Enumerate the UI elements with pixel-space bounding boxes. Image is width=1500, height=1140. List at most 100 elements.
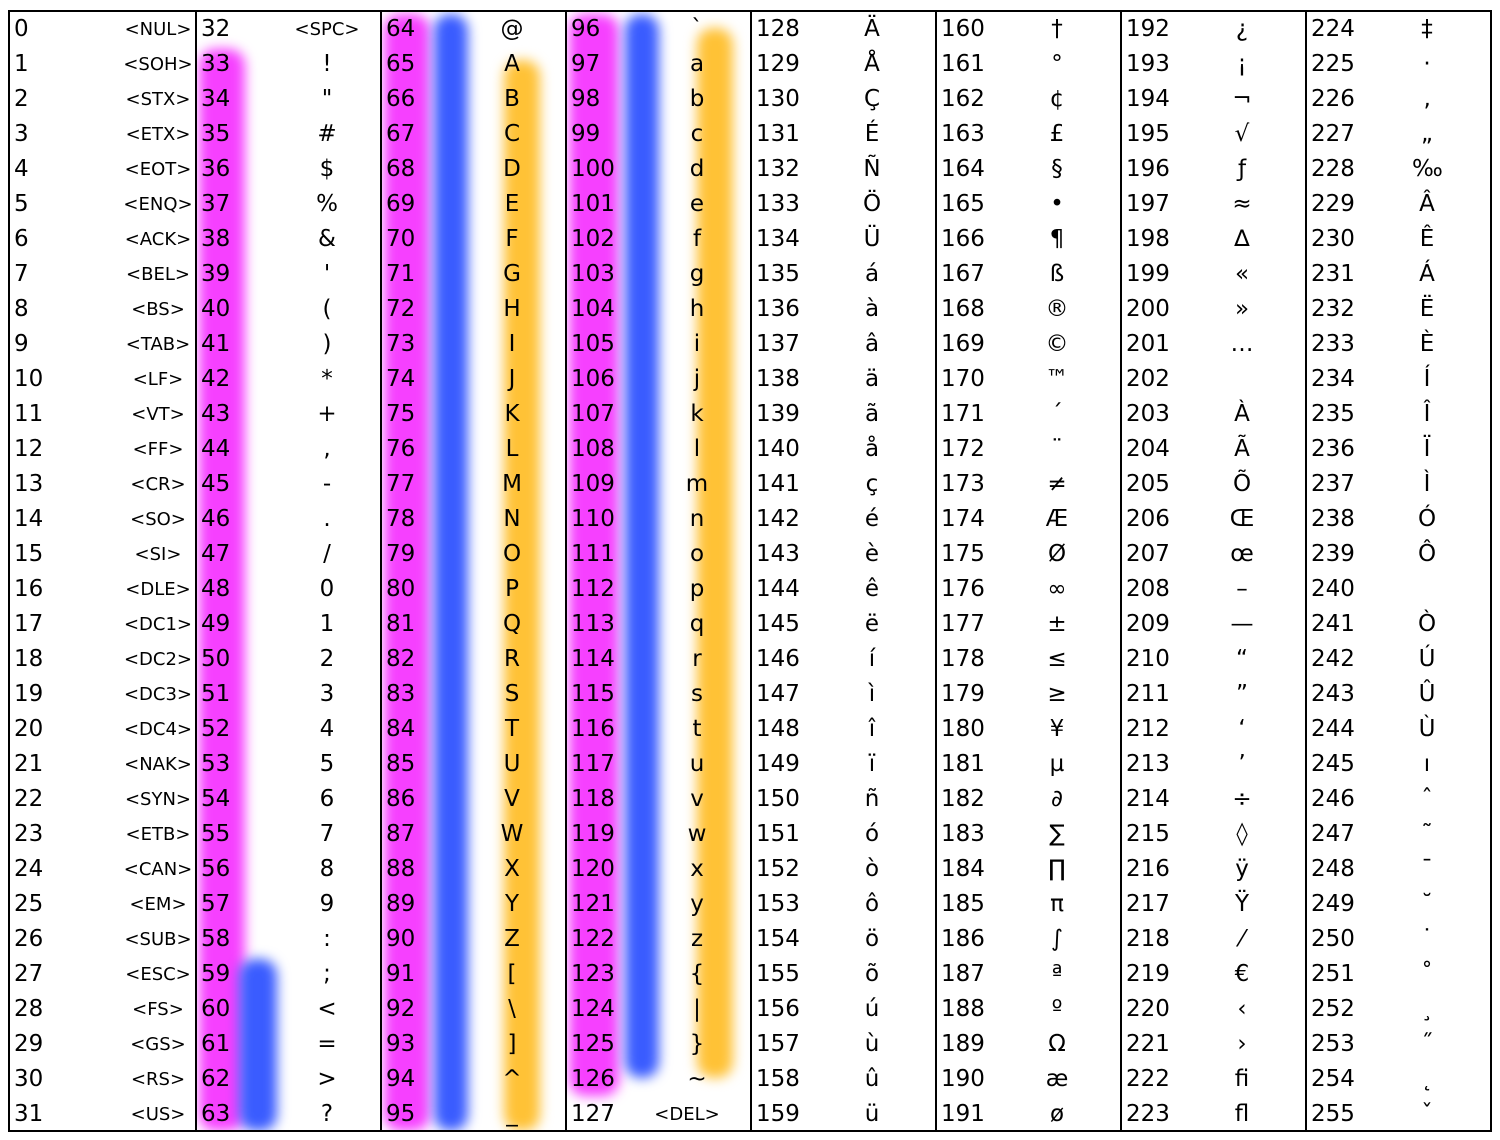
character-glyph: M	[502, 471, 522, 497]
character-glyph: ë	[864, 611, 880, 637]
code-row: 67 C	[382, 117, 565, 152]
code-number: 42	[201, 366, 231, 392]
code-row: 119 w	[567, 817, 750, 852]
code-number: 35	[201, 121, 231, 147]
code-row: 232 Ë	[1307, 292, 1490, 327]
code-number: 198	[1126, 226, 1170, 252]
code-number: 238	[1311, 506, 1355, 532]
code-row: 194 ¬	[1122, 82, 1305, 117]
code-row: 29 <GS>	[10, 1027, 195, 1062]
character-glyph: Ó	[1417, 506, 1437, 532]
code-row: 236 Ï	[1307, 432, 1490, 467]
character-glyph: <SYN>	[124, 789, 192, 810]
code-row: 8 <BS>	[10, 292, 195, 327]
code-row: 247 ˜	[1307, 817, 1490, 852]
code-number: 54	[201, 786, 231, 812]
character-glyph: >	[317, 1066, 337, 1092]
character-glyph: `	[691, 16, 703, 42]
character-glyph: â	[864, 331, 880, 357]
code-number: 74	[386, 366, 416, 392]
code-number: 236	[1311, 436, 1355, 462]
code-number: 237	[1311, 471, 1355, 497]
code-number: 144	[756, 576, 800, 602]
code-number: 32	[201, 16, 231, 42]
character-glyph: k	[690, 401, 704, 427]
character-glyph: Æ	[1045, 506, 1069, 532]
code-row: 223 ﬂ	[1122, 1097, 1305, 1130]
code-row: 14 <SO>	[10, 502, 195, 537]
character-glyph: <ENQ>	[123, 194, 193, 215]
character-glyph: Ÿ	[1234, 891, 1250, 917]
code-number: 141	[756, 471, 800, 497]
code-row: 197 ≈	[1122, 187, 1305, 222]
code-row: 40 (	[197, 292, 380, 327]
code-row: 198 ∆	[1122, 222, 1305, 257]
code-row: 74 J	[382, 362, 565, 397]
character-glyph: Ω	[1048, 1031, 1066, 1057]
code-row: 203 À	[1122, 397, 1305, 432]
code-number: 177	[941, 611, 985, 637]
character-glyph: w	[687, 821, 707, 847]
code-row: 170 ™	[937, 362, 1120, 397]
code-row: 38 &	[197, 222, 380, 257]
code-number: 95	[386, 1101, 416, 1127]
code-column: 192 ¿ 193 ¡ 194 ¬ 195 √ 196 ƒ 197 ≈198 ∆ 199 « 200 » 201 ……	[1120, 12, 1305, 1130]
code-row: 178 ≤	[937, 642, 1120, 677]
code-number: 228	[1311, 156, 1355, 182]
code-number: 101	[571, 191, 615, 217]
character-glyph: ”	[1236, 681, 1248, 707]
code-row: 176 ∞	[937, 572, 1120, 607]
code-number: 63	[201, 1101, 231, 1127]
code-row: 168 ®	[937, 292, 1120, 327]
code-number: 224	[1311, 16, 1355, 42]
code-number: 208	[1126, 576, 1170, 602]
code-row: 134 Ü	[752, 222, 935, 257]
code-row: 238 Ó	[1307, 502, 1490, 537]
code-row: 28 <FS>	[10, 992, 195, 1027]
code-number: 40	[201, 296, 231, 322]
code-row: 156 ú	[752, 992, 935, 1027]
code-row: 217 Ÿ	[1122, 887, 1305, 922]
code-row: 64 @	[382, 12, 565, 47]
character-glyph: <ETB>	[125, 824, 191, 845]
character-glyph: °	[1051, 51, 1063, 77]
code-row: 146 í	[752, 642, 935, 677]
code-number: 136	[756, 296, 800, 322]
highlight-band	[569, 14, 619, 1096]
code-row: 56 8	[197, 852, 380, 887]
character-glyph: -	[322, 471, 332, 497]
code-row: 84 T	[382, 712, 565, 747]
code-number: 204	[1126, 436, 1170, 462]
code-row: 92 \	[382, 992, 565, 1027]
code-number: 20	[14, 716, 44, 742]
character-glyph: 0	[319, 576, 335, 602]
character-glyph: ﬁ	[1234, 1066, 1250, 1092]
code-number: 147	[756, 681, 800, 707]
code-column: 160 † 161 ° 162 ¢ 163 £164 § 165 • 166 ¶ 167 ß 168 ® 169 ©…	[935, 12, 1120, 1130]
code-row: 93]	[382, 1027, 565, 1062]
character-glyph: Ç	[863, 86, 881, 112]
code-number: 119	[571, 821, 615, 847]
character-glyph: ü	[864, 1101, 880, 1127]
code-row: 145 ë	[752, 607, 935, 642]
highlight-band	[697, 28, 733, 1078]
character-glyph: 7	[319, 821, 335, 847]
code-number: 216	[1126, 856, 1170, 882]
code-number: 242	[1311, 646, 1355, 672]
code-number: 129	[756, 51, 800, 77]
character-glyph: W	[500, 821, 524, 847]
code-number: 222	[1126, 1066, 1170, 1092]
code-number: 87	[386, 821, 416, 847]
code-number: 27	[14, 961, 44, 987]
code-row: 106 j	[567, 362, 750, 397]
code-number: 150	[756, 786, 800, 812]
code-row: 213 ’	[1122, 747, 1305, 782]
code-column: 0 <NUL> 1 <SOH> 2 <STX> 3 <ETX> 4 <EOT> 5 <ENQ> 6 <AC…	[10, 12, 195, 1130]
code-row: 54 6	[197, 782, 380, 817]
code-row: 144 ê	[752, 572, 935, 607]
code-row: 161 °	[937, 47, 1120, 82]
code-number: 105	[571, 331, 615, 357]
character-glyph: n	[689, 506, 705, 532]
character-glyph: d	[689, 156, 705, 182]
code-number: 185	[941, 891, 985, 917]
